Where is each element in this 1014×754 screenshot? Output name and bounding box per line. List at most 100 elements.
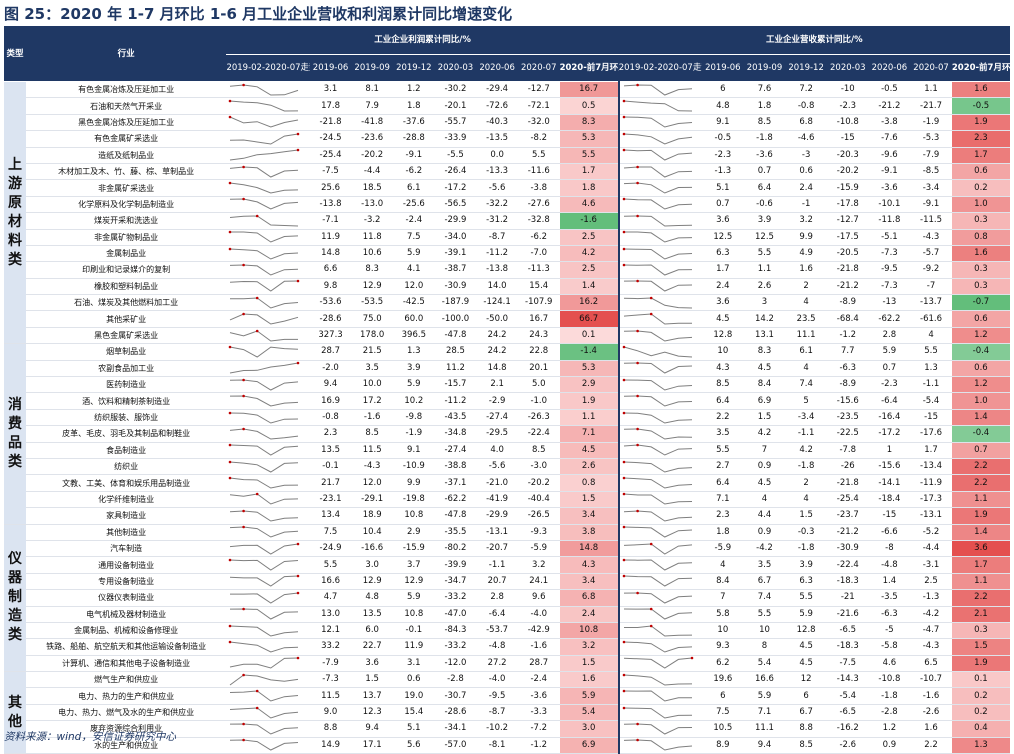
revenue-value: -11.5: [910, 212, 952, 230]
profit-trend-cell: [226, 343, 310, 361]
revenue-trend-cell: [617, 278, 703, 296]
profit-value: 28.7: [309, 343, 352, 361]
sparkline-path: [230, 231, 299, 243]
profit-value: 9.0: [309, 704, 352, 722]
profit-value: -41.9: [476, 491, 518, 509]
revenue-change-value: 1.4: [951, 524, 1010, 541]
sparkline-max-marker: [229, 116, 232, 119]
profit-value: -42.5: [393, 294, 435, 312]
revenue-change-value: 1.7: [951, 147, 1010, 164]
sparkline-max-marker: [622, 263, 626, 267]
revenue-change-header: 2020-前7月环比前6月: [951, 54, 1010, 82]
profit-value: -13.8: [476, 261, 518, 279]
sparkline-path: [230, 461, 299, 473]
profit-value: -1.6: [517, 638, 560, 656]
profit-value: -38.8: [434, 458, 477, 476]
data-table: 类型 行业 工业企业利润累计同比/% 工业企业营收累计同比/% 2019-02-…: [4, 26, 1010, 754]
sparkline-max-marker: [256, 706, 259, 709]
profit-value: 396.5: [393, 327, 435, 345]
revenue-value: 5.5: [702, 442, 744, 459]
profit-change-value: 2.5: [559, 261, 619, 279]
profit-value: -1.0: [517, 392, 560, 410]
industry-name: 文教、工美、体育和娱乐用品制造业: [25, 474, 227, 492]
profit-change-value: 3.8: [559, 524, 619, 541]
sparkline: [230, 722, 299, 735]
revenue-change-value: 1.2: [951, 376, 1010, 394]
sparkline-path: [623, 215, 692, 227]
revenue-period-header: 2019-09: [743, 54, 786, 82]
profit-trend-cell: [226, 114, 310, 132]
revenue-value: 6.4: [702, 474, 744, 492]
profit-change-value: 5.9: [559, 687, 619, 705]
category-label: 其他: [4, 671, 26, 754]
revenue-trend-cell: [617, 655, 703, 673]
profit-value: -2.4: [393, 212, 435, 230]
revenue-trend-cell: [617, 556, 703, 574]
sparkline-path: [230, 608, 299, 620]
profit-value: -20.1: [434, 97, 477, 115]
source-note: 资料来源：wind，安信证券研究中心: [4, 731, 176, 743]
revenue-change-value: 0.2: [951, 179, 1010, 197]
revenue-value: 3.6: [702, 294, 744, 312]
profit-value: -27.4: [476, 409, 518, 427]
profit-value: -29.9: [476, 507, 518, 525]
industry-name: 燃气生产和供应业: [25, 671, 227, 689]
profit-value: 5.6: [393, 737, 435, 754]
revenue-value: 3.9: [785, 556, 827, 574]
revenue-change-value: 0.3: [951, 261, 1010, 279]
profit-value: 9.4: [351, 720, 393, 738]
sparkline-path: [623, 493, 692, 505]
revenue-value: 9.3: [702, 638, 744, 656]
profit-change-value: 1.8: [559, 179, 619, 197]
sparkline-max-marker: [636, 443, 639, 447]
profit-change-value: 1.7: [559, 163, 619, 181]
profit-value: 10.2: [393, 392, 435, 410]
profit-value: -28.8: [393, 130, 435, 148]
table-row: 化学原料及化学制品制造业 -13.8 -13.0 -25.6 -56.5 -32.2 -27…: [4, 196, 1010, 214]
profit-value: 4.7: [309, 589, 352, 607]
sparkline-path: [623, 280, 692, 292]
table-row: 有色金属矿采选业 -24.5 -23.6 -28.8 -33.9 -13.5 -8.2 5.3…: [4, 130, 1010, 148]
profit-value: 0.6: [393, 671, 435, 689]
revenue-value: 10: [702, 622, 744, 640]
profit-value: 9.8: [309, 278, 352, 296]
revenue-value: 6.7: [785, 704, 827, 722]
revenue-value: 8.9: [702, 737, 744, 754]
profit-trend-cell: [226, 524, 310, 541]
table-row: 煤炭开采和洗选业 -7.1 -3.2 -2.4 -29.9 -31.2 -32.8 -1.6 3…: [4, 212, 1010, 230]
industry-name: 造纸及纸制品业: [25, 147, 227, 164]
sparkline: [229, 411, 299, 424]
sparkline-max-marker: [622, 116, 626, 119]
profit-change-value: 10.8: [559, 622, 619, 640]
revenue-value: 5.8: [702, 606, 744, 623]
profit-change-value: 0.5: [559, 97, 619, 115]
revenue-value: -10.8: [868, 671, 911, 689]
revenue-value: 16.6: [743, 671, 786, 689]
revenue-value: 3.5: [743, 556, 786, 574]
profit-trend-cell: [226, 376, 310, 394]
profit-value: -11.2: [434, 392, 477, 410]
profit-trend-cell: [226, 97, 310, 115]
revenue-value: 4.2: [743, 425, 786, 443]
revenue-trend-cell: [617, 196, 703, 214]
profit-value: -20.2: [517, 474, 560, 492]
revenue-change-value: 1.1: [951, 491, 1010, 509]
sparkline-path: [230, 690, 299, 702]
sparkline: [623, 739, 692, 751]
revenue-value: 6.9: [743, 392, 786, 410]
revenue-value: -21.2: [826, 524, 869, 541]
profit-value: -3.6: [517, 687, 560, 705]
revenue-value: 4: [785, 491, 827, 509]
sparkline-path: [230, 641, 299, 653]
revenue-value: -3.1: [910, 556, 952, 574]
profit-value: 18.9: [351, 507, 393, 525]
sparkline: [623, 165, 692, 178]
revenue-change-value: 0.6: [951, 310, 1010, 328]
revenue-value: -3.8: [868, 114, 911, 132]
sparkline-max-marker: [649, 296, 653, 300]
profit-value: -5.5: [434, 147, 477, 164]
sparkline: [623, 83, 692, 96]
profit-value: -31.2: [476, 212, 518, 230]
profit-value: -47.0: [434, 606, 477, 623]
profit-value: -7.5: [309, 163, 352, 181]
